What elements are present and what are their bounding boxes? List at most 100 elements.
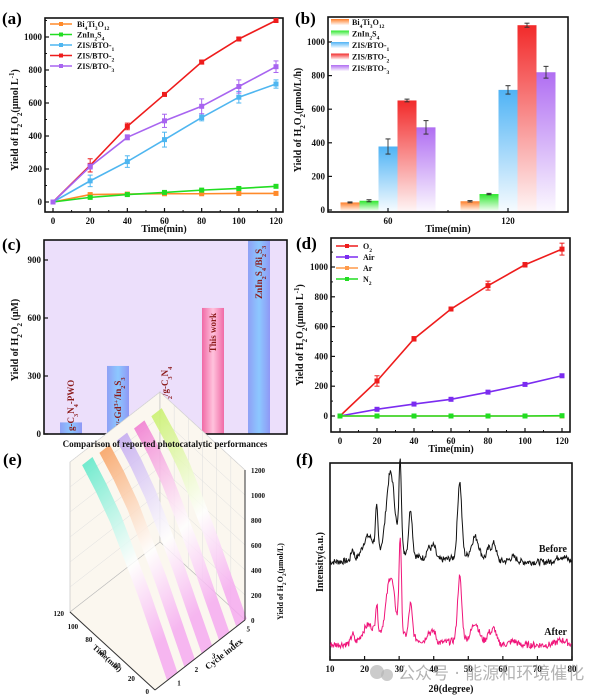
- bar-label: Sv-Gd3+/In2S3: [113, 377, 127, 431]
- bar-label-index: 3: [261, 246, 268, 249]
- legend-label-index: 12: [379, 24, 385, 30]
- legend-label-part: O: [98, 20, 104, 29]
- data-point: [559, 373, 565, 379]
- data-point: [124, 123, 130, 129]
- data-point: [236, 185, 242, 191]
- ribbon-cycle-5: [151, 408, 247, 627]
- data-point: [124, 192, 130, 198]
- legend-label-part: ZIS/BTO-: [352, 64, 387, 73]
- legend-label-part: Ar: [363, 264, 373, 273]
- bar-label-index: 2: [120, 386, 127, 389]
- yield-tick-label: 1000: [251, 492, 266, 500]
- data-point: [273, 190, 279, 196]
- bar-label-part: Sv-Gd: [113, 406, 123, 431]
- legend-marker: [59, 64, 63, 68]
- x-tick-label: 70: [533, 664, 543, 674]
- legend-label-part: ZnIn: [352, 30, 370, 39]
- y-tick-label: 600: [29, 98, 43, 108]
- y-tick-label: 800: [315, 292, 329, 302]
- legend-label-part: ZnIn: [77, 31, 95, 40]
- legend-label: Air: [363, 253, 375, 262]
- legend-label-part: S: [97, 31, 102, 40]
- yield-tick-label: 1200: [251, 467, 266, 475]
- legend-label-index: 3: [387, 70, 390, 76]
- legend-label: ZIS/BTO-3: [77, 62, 115, 74]
- y-tick-label: 1000: [24, 32, 43, 42]
- time-tick-label: 120: [54, 610, 65, 618]
- y-tick-label: 600: [312, 104, 326, 114]
- bar: [460, 201, 480, 211]
- bar-label-part: N: [160, 369, 170, 376]
- bar: [60, 422, 82, 434]
- data-point: [124, 134, 130, 140]
- chart-d-ylabel: Yield of H2O2(μmol L-1): [293, 284, 309, 386]
- legend-label-index: 3: [112, 68, 115, 74]
- legend-label-index: 2: [369, 281, 372, 287]
- x-tick-label: 40: [410, 436, 420, 446]
- data-point: [273, 64, 279, 70]
- series-line: [339, 374, 563, 417]
- x-tick-label: 80: [197, 216, 207, 226]
- legend-label-index: 3: [95, 26, 98, 32]
- data-point: [236, 190, 242, 196]
- watermark: 公众号 · 能源和环境催化: [370, 664, 584, 684]
- legend-label-index: 1: [387, 47, 390, 53]
- bar-label-part: S: [113, 381, 123, 386]
- yield-tick-label: 600: [251, 542, 262, 550]
- bar-label-part: /In: [113, 389, 123, 401]
- data-point: [374, 378, 380, 384]
- y-tick-label: 1000: [307, 37, 326, 47]
- chart-f-xrd: 10 20 30 40 50 60 70 80 Before After: [326, 458, 577, 674]
- data-point: [522, 413, 528, 419]
- bar-label-part: N: [66, 407, 76, 414]
- legend-label-index: 4: [377, 36, 380, 42]
- legend-label-part: Air: [363, 253, 375, 262]
- x-tick-label: 20: [360, 664, 370, 674]
- bar-label-part: S: [254, 249, 264, 254]
- bar: [416, 127, 436, 211]
- chart-d-xlabel: Time(min): [428, 444, 473, 455]
- x-tick-label: 40: [429, 664, 439, 674]
- data-point: [50, 199, 56, 205]
- chart-b-xlabel: Time(min): [425, 224, 470, 235]
- legend-label-part: ZIS/BTO-: [77, 52, 112, 61]
- x-tick-label: 50: [464, 664, 474, 674]
- legend-label: ZIS/BTO-3: [352, 64, 390, 76]
- series-znin2s4: [50, 183, 279, 205]
- data-point: [522, 381, 528, 387]
- x-tick-label: 20: [373, 436, 383, 446]
- bar-label-part: S: [254, 271, 264, 276]
- data-point: [87, 164, 93, 170]
- x-tick-label: 120: [269, 216, 283, 226]
- bar: [536, 72, 556, 212]
- legend-label: N2: [363, 275, 372, 287]
- legend-label-part: ZIS/BTO-: [352, 41, 387, 50]
- data-point: [199, 115, 205, 121]
- bar-label-part: /Bi: [254, 257, 264, 270]
- y-tick-label: 900: [28, 255, 42, 265]
- bar-label-part: -PWO: [66, 380, 76, 405]
- yield-axis-title-part: Yield of H: [276, 584, 285, 620]
- data-point: [124, 159, 130, 165]
- chart-f-xlabel: 2θ(degree): [428, 684, 473, 695]
- legend-label-index: 3: [370, 24, 373, 30]
- bar-label-part: ZnIn: [254, 279, 264, 299]
- x-tick-label: 60: [160, 216, 170, 226]
- legend-label: ZIS/BTO-2: [77, 52, 115, 64]
- trace-label-after: After: [544, 627, 567, 638]
- legend-label: O2: [363, 242, 372, 254]
- y-tick-label: 800: [312, 71, 326, 81]
- data-point: [199, 103, 205, 109]
- wechat-icon: [370, 665, 384, 679]
- x-tick-label: 0: [51, 216, 56, 226]
- bar-label-part: /g-C: [160, 380, 170, 398]
- bar-label-index: 4: [73, 403, 80, 407]
- data-point: [199, 187, 205, 193]
- legend-label-part: N: [363, 275, 369, 284]
- data-point: [522, 262, 528, 268]
- bar-label-index: 2: [167, 396, 174, 399]
- data-point: [162, 118, 167, 124]
- series-n2: [337, 413, 565, 419]
- data-point: [337, 413, 343, 419]
- x-tick-label: 0: [338, 436, 343, 446]
